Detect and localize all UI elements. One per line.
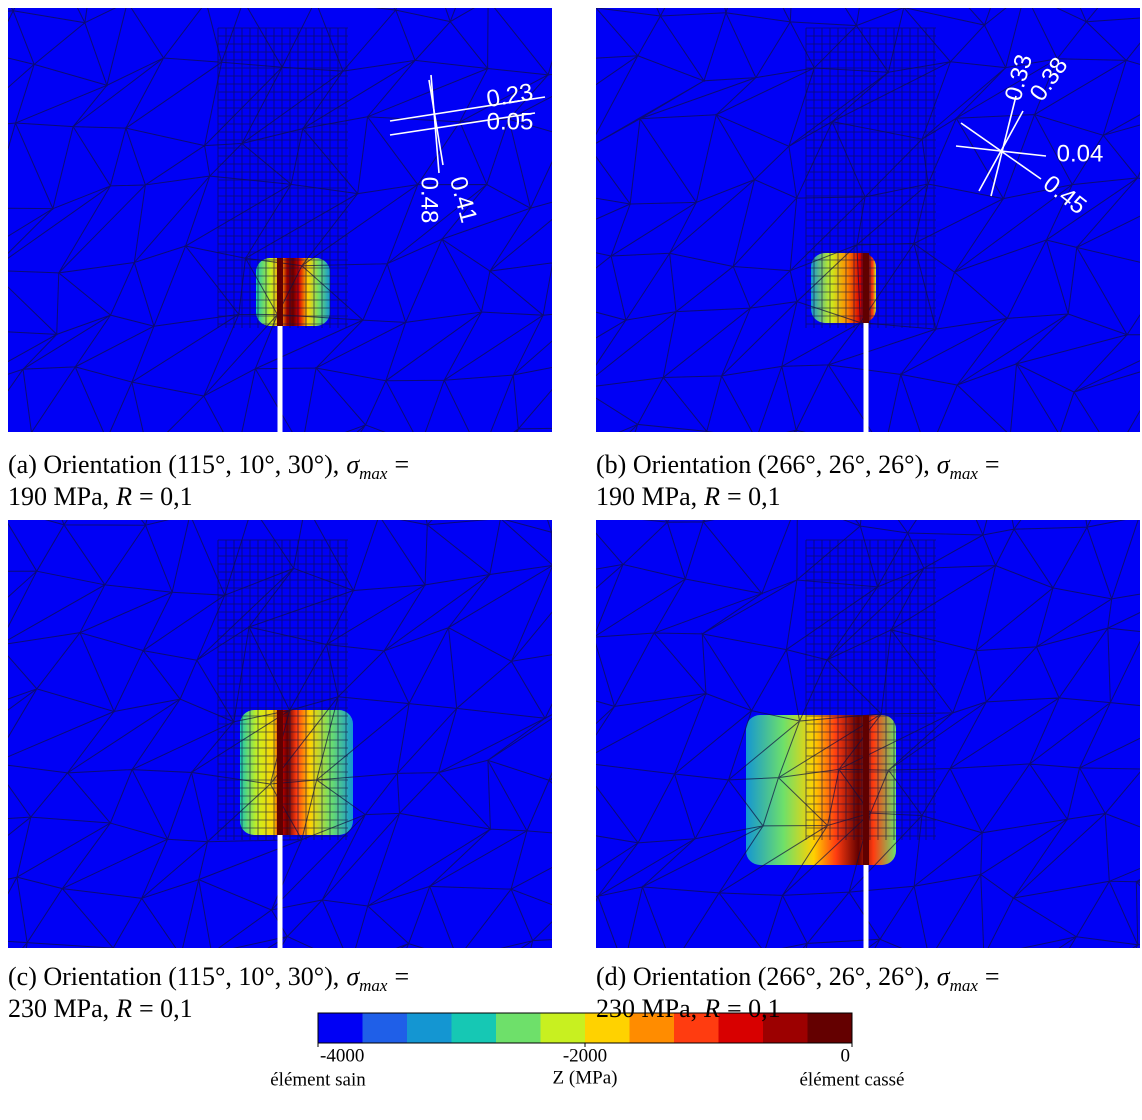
caption-text: σ xyxy=(346,450,360,479)
caption-text: (b) Orientation (266°, 26°, 26°), xyxy=(596,450,930,479)
mesh-image xyxy=(8,520,552,948)
colorbar-swatch xyxy=(318,1013,363,1043)
orientation-axis xyxy=(428,79,444,166)
caption-text: = xyxy=(984,962,1000,991)
damage-zone xyxy=(746,715,896,865)
caption-line: (a) Orientation (115°, 10°, 30°), σmax = xyxy=(8,449,416,490)
caption-text: = xyxy=(394,450,410,479)
panel xyxy=(596,8,1140,432)
colorbar-left-label: élément sain xyxy=(270,1069,366,1090)
caption-text: = 0,1 xyxy=(139,994,193,1023)
caption-text: = 0,1 xyxy=(139,482,193,511)
caption-line: 230 MPa, R = 0,1 xyxy=(596,993,788,1025)
colorbar-swatch xyxy=(718,1013,764,1043)
caption-text: 230 MPa, xyxy=(596,994,698,1023)
caption-text: = 0,1 xyxy=(727,482,781,511)
caption-line: (d) Orientation (266°, 26°, 26°), σmax = xyxy=(596,961,1007,1002)
caption-text: max xyxy=(949,976,978,996)
colorbar-swatch xyxy=(451,1013,497,1043)
orientation-label: 0.48 xyxy=(416,177,443,224)
caption-text: = xyxy=(394,962,410,991)
caption-line: (c) Orientation (115°, 10°, 30°), σmax = xyxy=(8,961,416,1002)
caption-text: 190 MPa, xyxy=(596,482,698,511)
mesh-image xyxy=(596,8,1140,432)
caption-line: 230 MPa, R = 0,1 xyxy=(8,993,200,1025)
caption-text: 190 MPa, xyxy=(8,482,110,511)
colorbar-tick-label: 0 xyxy=(841,1045,851,1066)
caption-text: max xyxy=(359,976,388,996)
caption-text: 230 MPa, xyxy=(8,994,110,1023)
caption-text: σ xyxy=(346,962,360,991)
orientation-label: 0.05 xyxy=(487,108,534,135)
panel xyxy=(8,520,552,948)
orientation-axis xyxy=(430,74,440,174)
colorbar-right-label: élément cassé xyxy=(800,1069,905,1090)
colorbar-swatch xyxy=(540,1013,586,1043)
caption-text: σ xyxy=(936,962,950,991)
damage-zone xyxy=(240,710,353,835)
caption-text: = xyxy=(984,450,1000,479)
caption-text: max xyxy=(359,464,388,484)
orientation-axis xyxy=(389,96,546,122)
colorbar-swatch xyxy=(674,1013,719,1043)
orientation-axis xyxy=(990,95,1017,197)
orientation-axis xyxy=(389,112,536,136)
caption-line: 190 MPa, R = 0,1 xyxy=(8,481,200,513)
colorbar-swatch xyxy=(496,1013,541,1043)
orientation-label: 0.04 xyxy=(1057,140,1104,167)
colorbar-tick-label: -2000 xyxy=(563,1045,607,1066)
caption-text: (d) Orientation (266°, 26°, 26°), xyxy=(596,962,930,991)
colorbar-swatch xyxy=(807,1013,853,1043)
caption-text: σ xyxy=(936,450,950,479)
colorbar-swatch xyxy=(763,1013,808,1043)
colorbar-tick-label: -4000 xyxy=(320,1045,364,1066)
mesh-image xyxy=(8,8,552,432)
caption-text: R xyxy=(116,482,133,511)
colorbar-swatch xyxy=(362,1013,408,1043)
refined-mesh xyxy=(805,27,936,328)
caption-text: max xyxy=(949,464,978,484)
colorbar-swatch xyxy=(407,1013,452,1043)
colorbar-swatch xyxy=(629,1013,675,1043)
mesh-image xyxy=(596,520,1140,948)
caption-text: R xyxy=(704,994,721,1023)
orientation-axis xyxy=(978,110,1024,192)
caption-text: R xyxy=(704,482,721,511)
refined-mesh xyxy=(805,539,936,840)
colorbar-swatch xyxy=(585,1013,630,1043)
caption-line: 190 MPa, R = 0,1 xyxy=(596,481,788,513)
panel xyxy=(8,8,552,432)
caption-text: R xyxy=(116,994,133,1023)
panel xyxy=(596,520,1140,948)
caption-text: = 0,1 xyxy=(727,994,781,1023)
caption-text: (c) Orientation (115°, 10°, 30°), xyxy=(8,962,340,991)
caption-line: (b) Orientation (266°, 26°, 26°), σmax = xyxy=(596,449,1007,490)
caption-text: (a) Orientation (115°, 10°, 30°), xyxy=(8,450,340,479)
colorbar-label: Z (MPa) xyxy=(553,1067,618,1088)
